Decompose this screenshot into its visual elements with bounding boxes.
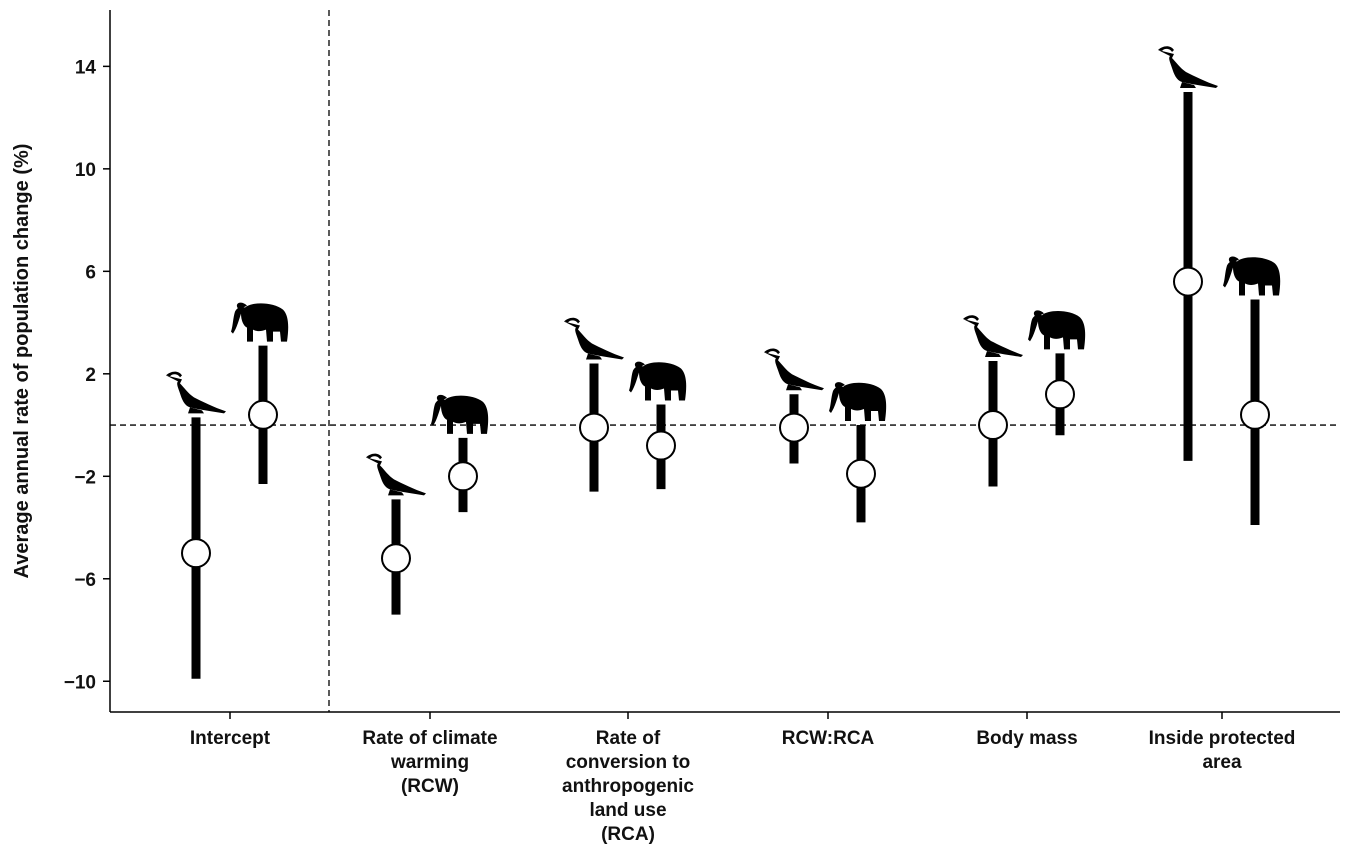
- bird-icon: [366, 453, 426, 496]
- x-category-label: Intercept: [190, 728, 271, 749]
- elephant-icon: [231, 302, 289, 342]
- x-category-label: (RCA): [601, 824, 655, 845]
- x-category-label: Body mass: [976, 728, 1077, 749]
- x-category-label: warming: [390, 752, 469, 773]
- x-category-label: Rate of climate: [362, 728, 497, 749]
- x-category-label: Rate of: [596, 728, 661, 749]
- y-tick-label: −10: [64, 672, 96, 693]
- bird-estimate-point: [181, 538, 211, 569]
- bird-estimate-point: [779, 412, 809, 443]
- plot-area: [103, 10, 1340, 719]
- elephant-icon: [629, 361, 687, 401]
- elephant-icon: [1223, 256, 1281, 296]
- y-tick-label: 6: [85, 262, 96, 283]
- bird-estimate-point: [978, 410, 1008, 441]
- bird-estimate-point: [579, 412, 609, 443]
- bird-icon: [166, 371, 226, 414]
- elephant-estimate-point: [248, 399, 278, 430]
- x-category-label: anthropogenic: [562, 776, 694, 797]
- y-tick-label: 2: [85, 365, 96, 386]
- elephant-icon: [431, 394, 489, 434]
- y-tick-label: 14: [75, 57, 97, 78]
- elephant-estimate-point: [1045, 379, 1075, 410]
- x-category-label: area: [1202, 752, 1242, 773]
- elephant-icon: [1028, 310, 1086, 350]
- y-tick-label: −6: [74, 570, 96, 591]
- x-category-label: (RCW): [401, 776, 459, 797]
- x-category-label: conversion to: [566, 752, 691, 773]
- x-category-label: Inside protected: [1149, 728, 1296, 749]
- elephant-icon: [829, 382, 887, 422]
- elephant-estimate-point: [1240, 399, 1270, 430]
- y-tick-label: 10: [75, 160, 96, 181]
- elephant-estimate-point: [646, 430, 676, 461]
- elephant-estimate-point: [846, 458, 876, 489]
- bird-estimate-point: [381, 543, 411, 574]
- bird-icon: [1158, 46, 1218, 88]
- x-category-label: land use: [589, 800, 666, 821]
- label-layer: 14 10 6 2 −2 −6 −10 Intercept Rate of climate war…: [11, 57, 1295, 845]
- x-category-label: RCW:RCA: [782, 728, 875, 749]
- y-tick-label: −2: [74, 467, 96, 488]
- bird-icon: [764, 348, 824, 391]
- elephant-estimate-point: [448, 461, 478, 492]
- y-axis-title: Average annual rate of population change…: [11, 144, 33, 579]
- bird-icon: [564, 317, 624, 360]
- bird-estimate-point: [1173, 266, 1203, 297]
- bird-icon: [963, 315, 1023, 357]
